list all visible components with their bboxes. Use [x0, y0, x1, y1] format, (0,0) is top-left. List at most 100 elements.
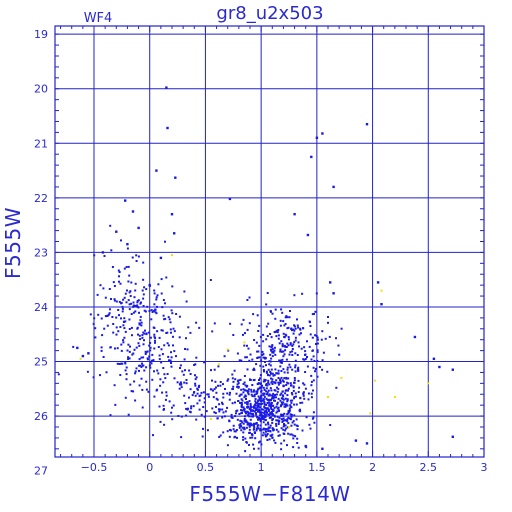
data-point	[124, 320, 127, 323]
data-point	[195, 376, 198, 379]
data-point	[258, 356, 261, 359]
data-point	[265, 370, 268, 373]
data-point	[129, 383, 132, 386]
data-point	[155, 389, 158, 392]
data-point	[200, 391, 203, 394]
data-point	[198, 384, 201, 387]
data-point	[265, 413, 268, 416]
data-point	[284, 429, 287, 432]
data-point	[161, 306, 164, 309]
y-tick-label: 22	[34, 192, 48, 205]
data-point	[285, 315, 288, 318]
data-point	[143, 332, 146, 335]
data-point	[265, 303, 268, 306]
data-point	[271, 372, 274, 375]
data-point	[262, 380, 265, 383]
data-point	[115, 333, 118, 336]
data-point	[254, 400, 257, 403]
data-point	[224, 410, 227, 413]
data-point	[115, 326, 118, 329]
data-point	[259, 395, 262, 398]
data-point	[252, 368, 255, 371]
data-point	[277, 329, 280, 331]
data-point	[282, 380, 285, 383]
data-point	[116, 347, 119, 350]
data-point	[256, 424, 259, 427]
data-point	[259, 374, 262, 377]
data-point	[100, 349, 103, 352]
data-point	[255, 363, 258, 366]
data-point	[258, 324, 261, 327]
data-point	[258, 397, 261, 399]
data-point	[275, 405, 278, 408]
data-point	[217, 408, 220, 411]
data-point	[267, 408, 270, 411]
data-point	[265, 430, 267, 433]
data-point	[117, 330, 120, 333]
data-point	[312, 411, 315, 414]
data-point	[242, 436, 245, 439]
data-point	[222, 392, 225, 395]
data-point	[264, 379, 267, 382]
data-point	[139, 338, 142, 341]
data-point	[146, 305, 149, 308]
data-point	[249, 424, 252, 426]
data-point	[264, 416, 267, 419]
data-point	[293, 213, 296, 216]
data-point	[326, 370, 329, 373]
data-point	[172, 344, 174, 347]
data-point	[236, 380, 239, 383]
data-point	[267, 427, 270, 430]
data-point	[127, 299, 130, 302]
data-point	[282, 332, 285, 335]
data-point	[296, 428, 299, 431]
data-point	[162, 299, 165, 301]
data-point	[313, 359, 316, 362]
data-point	[171, 418, 174, 421]
data-point	[300, 347, 303, 350]
data-point	[126, 247, 129, 250]
data-point	[240, 429, 243, 432]
data-point	[127, 358, 130, 360]
data-point	[277, 430, 280, 433]
data-point	[276, 419, 279, 422]
data-point	[179, 381, 182, 384]
data-point	[274, 441, 277, 444]
data-point	[266, 391, 269, 394]
data-point	[276, 390, 279, 393]
data-point	[170, 351, 172, 354]
data-point	[295, 395, 297, 398]
data-point	[153, 347, 156, 350]
data-point	[232, 385, 235, 388]
data-point	[214, 380, 217, 383]
data-point	[311, 417, 314, 420]
panel-label: WF4	[84, 11, 113, 26]
data-point	[93, 254, 96, 257]
data-point	[246, 410, 249, 413]
data-point	[201, 435, 204, 438]
data-point	[162, 381, 165, 384]
data-point	[250, 433, 253, 436]
data-point	[147, 390, 150, 393]
data-point	[292, 420, 295, 423]
data-point	[303, 358, 306, 361]
data-point	[289, 343, 292, 346]
data-point	[159, 378, 162, 381]
data-point	[165, 394, 168, 397]
data-point	[274, 317, 277, 320]
data-point	[244, 384, 247, 387]
data-point	[183, 358, 186, 361]
data-point	[131, 334, 133, 337]
data-point	[252, 443, 255, 446]
data-point	[128, 350, 131, 353]
data-point	[247, 390, 250, 393]
data-point	[72, 345, 75, 348]
data-point	[276, 410, 279, 413]
data-point	[248, 400, 251, 402]
data-point	[265, 338, 268, 341]
data-point	[265, 325, 268, 328]
data-point	[102, 356, 105, 358]
data-point	[280, 442, 283, 445]
data-point	[149, 336, 152, 339]
data-point	[226, 406, 228, 409]
